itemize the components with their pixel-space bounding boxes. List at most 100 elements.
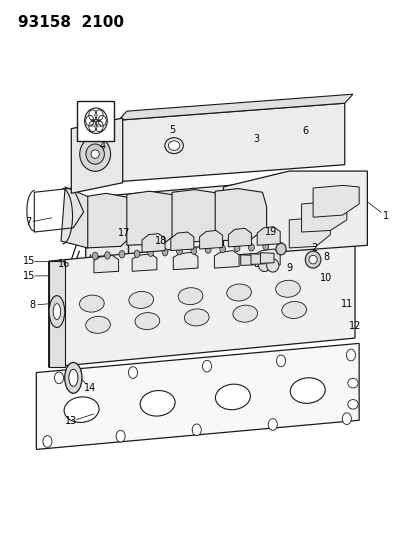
Text: ENGINE
OIL FILL: ENGINE OIL FILL	[90, 119, 102, 127]
Ellipse shape	[64, 397, 99, 423]
Circle shape	[119, 251, 124, 258]
Text: 5: 5	[169, 125, 175, 135]
Ellipse shape	[215, 384, 250, 410]
Circle shape	[219, 245, 225, 253]
Circle shape	[86, 286, 93, 295]
Text: 16: 16	[58, 260, 70, 269]
Circle shape	[192, 424, 201, 435]
Ellipse shape	[140, 391, 175, 416]
Text: 12: 12	[348, 321, 361, 331]
Circle shape	[43, 435, 52, 447]
Circle shape	[66, 260, 73, 268]
Polygon shape	[118, 94, 352, 120]
Polygon shape	[171, 232, 193, 251]
Text: 4: 4	[99, 141, 105, 151]
Circle shape	[262, 243, 268, 250]
Ellipse shape	[79, 295, 104, 312]
Ellipse shape	[226, 284, 251, 301]
Ellipse shape	[164, 138, 183, 154]
Text: 1: 1	[382, 211, 388, 221]
Ellipse shape	[64, 362, 82, 393]
Polygon shape	[49, 261, 65, 367]
Polygon shape	[250, 254, 264, 264]
Polygon shape	[215, 189, 266, 241]
Circle shape	[234, 244, 239, 252]
Circle shape	[104, 252, 110, 259]
Polygon shape	[260, 253, 273, 263]
Polygon shape	[85, 193, 133, 248]
FancyBboxPatch shape	[77, 101, 114, 141]
Text: 8: 8	[29, 300, 35, 310]
Text: 10: 10	[319, 273, 332, 283]
Circle shape	[205, 246, 211, 253]
Polygon shape	[240, 255, 254, 265]
Ellipse shape	[275, 280, 299, 297]
Ellipse shape	[308, 255, 316, 264]
Polygon shape	[199, 230, 222, 249]
Circle shape	[190, 247, 196, 254]
Text: 3: 3	[253, 134, 259, 144]
Text: 19: 19	[264, 227, 277, 237]
Ellipse shape	[49, 296, 64, 327]
Ellipse shape	[168, 141, 179, 150]
Text: 8: 8	[323, 252, 328, 262]
Polygon shape	[223, 171, 366, 256]
Text: 15: 15	[23, 256, 36, 266]
Circle shape	[134, 250, 140, 257]
Circle shape	[176, 247, 182, 255]
Ellipse shape	[266, 259, 278, 272]
Ellipse shape	[184, 309, 209, 326]
Ellipse shape	[178, 288, 202, 305]
Circle shape	[248, 244, 254, 251]
Ellipse shape	[304, 251, 320, 268]
Ellipse shape	[347, 378, 357, 388]
Text: 6: 6	[302, 126, 308, 136]
Circle shape	[162, 248, 168, 256]
Polygon shape	[214, 251, 238, 268]
Polygon shape	[94, 255, 118, 273]
Polygon shape	[142, 233, 165, 252]
Circle shape	[268, 419, 277, 430]
Circle shape	[202, 360, 211, 372]
Ellipse shape	[80, 137, 110, 171]
Ellipse shape	[135, 313, 159, 329]
Circle shape	[128, 367, 137, 378]
Circle shape	[342, 413, 351, 424]
Text: 17: 17	[117, 228, 130, 238]
Polygon shape	[49, 232, 354, 367]
Polygon shape	[36, 343, 358, 449]
Circle shape	[116, 430, 125, 442]
Circle shape	[92, 252, 98, 260]
Polygon shape	[173, 252, 197, 270]
Ellipse shape	[128, 292, 153, 309]
Polygon shape	[71, 118, 122, 193]
Ellipse shape	[290, 378, 325, 403]
Ellipse shape	[91, 150, 99, 158]
Text: 93158  2100: 93158 2100	[18, 14, 123, 30]
Circle shape	[66, 274, 73, 283]
Circle shape	[147, 249, 153, 256]
Ellipse shape	[233, 305, 257, 322]
Text: 15: 15	[23, 271, 36, 281]
Polygon shape	[228, 228, 251, 247]
Ellipse shape	[85, 144, 104, 164]
Ellipse shape	[275, 243, 285, 255]
Polygon shape	[255, 249, 280, 266]
Polygon shape	[301, 202, 346, 232]
Polygon shape	[256, 227, 280, 245]
Text: 11: 11	[340, 298, 352, 309]
Circle shape	[125, 227, 130, 233]
Circle shape	[276, 355, 285, 367]
Text: 14: 14	[83, 383, 96, 393]
Polygon shape	[312, 185, 358, 217]
Text: 13: 13	[65, 416, 77, 426]
Circle shape	[54, 372, 63, 384]
Polygon shape	[126, 191, 178, 245]
Polygon shape	[132, 254, 157, 271]
Polygon shape	[172, 190, 223, 243]
Polygon shape	[289, 217, 330, 248]
Polygon shape	[61, 187, 88, 248]
Text: 9: 9	[285, 263, 292, 273]
Ellipse shape	[347, 400, 357, 409]
Text: 7: 7	[25, 217, 31, 228]
